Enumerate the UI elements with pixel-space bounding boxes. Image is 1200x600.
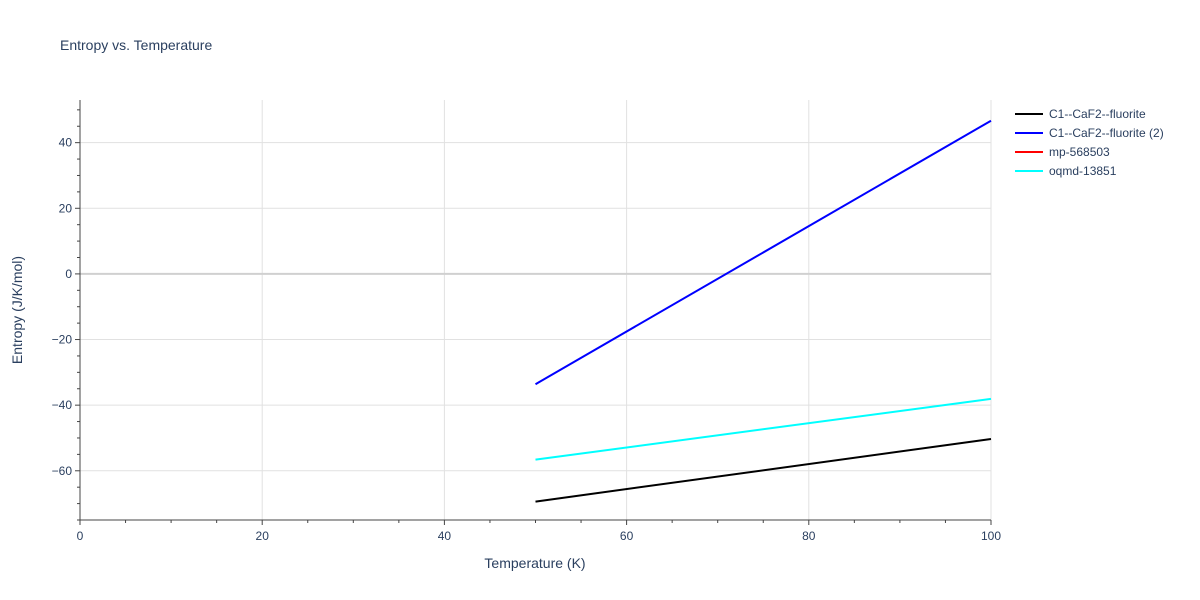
x-tick-label: 60 bbox=[620, 529, 634, 543]
legend-label-1: C1--CaF2--fluorite (2) bbox=[1049, 126, 1164, 140]
legend: C1--CaF2--fluorite C1--CaF2--fluorite (2)… bbox=[1015, 107, 1164, 178]
legend-label-3: oqmd-13851 bbox=[1049, 164, 1117, 178]
series-line-0 bbox=[535, 438, 992, 503]
x-tick-label: 40 bbox=[438, 529, 452, 543]
x-tick-label: 80 bbox=[802, 529, 816, 543]
legend-label-2: mp-568503 bbox=[1049, 145, 1110, 159]
y-tick-label: 40 bbox=[59, 136, 73, 150]
y-tick-label: −60 bbox=[52, 464, 73, 478]
tick-labels: 0 20 40 60 80 100 −60 −40 −20 0 20 40 bbox=[52, 136, 1002, 543]
y-tick-label: 0 bbox=[65, 267, 72, 281]
y-tick-label: −40 bbox=[52, 398, 73, 412]
x-tick-label: 100 bbox=[981, 529, 1001, 543]
axes bbox=[75, 100, 992, 525]
series-lines bbox=[534, 119, 992, 503]
y-tick-label: 20 bbox=[59, 201, 73, 215]
series-line-3 bbox=[535, 397, 992, 461]
x-tick-label: 20 bbox=[256, 529, 270, 543]
x-axis-title: Temperature (K) bbox=[484, 555, 585, 571]
x-tick-label: 0 bbox=[77, 529, 84, 543]
y-axis-title: Entropy (J/K/mol) bbox=[9, 256, 25, 364]
series-line-1 bbox=[534, 119, 992, 386]
y-tick-label: −20 bbox=[52, 333, 73, 347]
chart-title: Entropy vs. Temperature bbox=[60, 37, 212, 53]
legend-label-0: C1--CaF2--fluorite bbox=[1049, 107, 1146, 121]
